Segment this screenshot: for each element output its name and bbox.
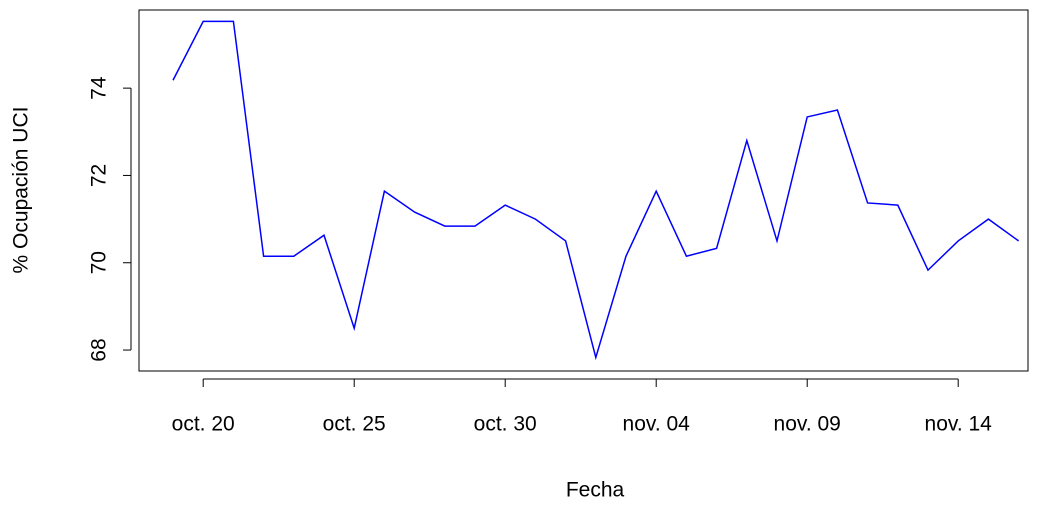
x-tick-label: oct. 25 [323, 413, 386, 436]
plot-frame [138, 9, 1029, 372]
data-line [172, 20, 1020, 361]
y-tick-label: 74 [88, 76, 111, 100]
y-axis-label: % Ocupación UCI [10, 107, 33, 274]
x-tick-label: nov. 04 [623, 413, 691, 436]
y-tick-label: 72 [88, 164, 111, 187]
x-tick-label: oct. 30 [474, 413, 537, 436]
x-axis-label: Fecha [566, 479, 625, 502]
y-tick-label: 68 [88, 338, 111, 361]
x-tick-label: oct. 20 [172, 413, 235, 436]
y-tick-label: 70 [88, 251, 111, 274]
x-tick-label: nov. 14 [925, 413, 993, 436]
x-tick-label: nov. 09 [774, 413, 841, 436]
